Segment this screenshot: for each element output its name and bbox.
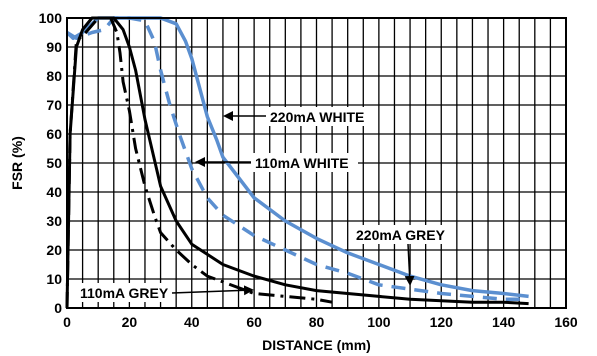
annotation-label: 220mA GREY	[356, 227, 446, 243]
x-tick-labels: 0 20 40 60 80 100 120 140 160	[63, 314, 578, 330]
series-line	[65, 16, 333, 309]
y-tick-label: 50	[46, 155, 62, 171]
x-tick-label: 160	[554, 314, 578, 330]
y-tick-label: 100	[39, 10, 63, 26]
annotation-label: 220mA WHITE	[270, 109, 364, 125]
y-tick-label: 0	[54, 300, 62, 316]
x-axis-title: DISTANCE (mm)	[262, 337, 371, 353]
annotation-bg	[251, 153, 358, 172]
x-tick-label: 40	[184, 314, 200, 330]
x-tick-label: 0	[63, 314, 71, 330]
y-tick-label: 10	[46, 271, 62, 287]
y-tick-label: 30	[46, 213, 62, 229]
x-tick-label: 140	[492, 314, 516, 330]
x-tick-label: 100	[367, 314, 391, 330]
annotation-bg	[352, 225, 450, 244]
annotation-label: 110mA GREY	[80, 285, 169, 301]
y-axis-title: FSR (%)	[9, 136, 25, 190]
y-tick-label: 70	[46, 97, 62, 113]
y-tick-label: 20	[46, 242, 62, 258]
x-tick-label: 120	[430, 314, 454, 330]
annotation-bg	[266, 107, 373, 126]
x-tick-label: 20	[122, 314, 138, 330]
y-tick-label: 60	[46, 126, 62, 142]
annotation-arrow	[171, 285, 254, 296]
y-tick-label: 40	[46, 184, 62, 200]
annotation-label: 110mA WHITE	[255, 155, 349, 171]
annotation-bg	[76, 283, 174, 302]
y-tick-label: 80	[46, 68, 62, 84]
annotation-arrow	[404, 243, 415, 286]
x-tick-label: 60	[246, 314, 262, 330]
plot-frame	[66, 17, 567, 309]
annotations: 220mA WHITE 110mA WHITE 220mA GREY 110mA GR…	[76, 107, 450, 302]
y-tick-labels: 0 10 20 30 40 50 60 70 80 90 100	[39, 10, 63, 316]
x-tick-label: 80	[309, 314, 325, 330]
series-line	[66, 16, 529, 302]
y-tick-label: 90	[46, 39, 62, 55]
